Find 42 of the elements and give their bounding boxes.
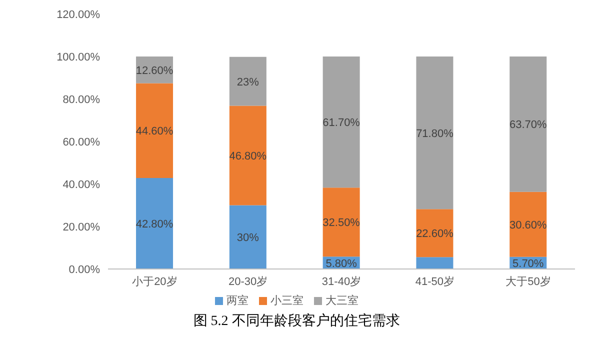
- legend-label: 大三室: [326, 295, 358, 307]
- bar: [510, 192, 547, 257]
- data-label: 30.60%: [509, 219, 547, 232]
- bar: [510, 56, 547, 192]
- data-label: 5.80%: [326, 258, 358, 270]
- y-tick-label: 60.00%: [62, 136, 100, 148]
- x-tick-label: 31-40岁: [322, 276, 362, 288]
- x-tick-label: 大于50岁: [506, 274, 551, 288]
- bar: [229, 106, 266, 206]
- bar: [229, 56, 266, 106]
- y-tick-label: 20.00%: [62, 221, 100, 234]
- x-tick-label: 41-50岁: [415, 276, 454, 288]
- bar: [136, 178, 174, 269]
- data-label: 23%: [236, 76, 260, 88]
- data-label: 71.80%: [416, 128, 454, 140]
- bar: [416, 56, 454, 210]
- bar: [416, 209, 454, 258]
- x-tick-label: 20-30岁: [228, 276, 268, 288]
- data-label: 12.60%: [136, 64, 174, 77]
- data-label: 44.60%: [136, 126, 174, 138]
- bar: [136, 83, 174, 178]
- data-label: 22.60%: [416, 228, 454, 240]
- y-tick-label: 80.00%: [62, 94, 100, 106]
- text: 图 5.2 不同年龄段客户的住宅需求: [192, 312, 401, 330]
- y-tick-label: 120.00%: [56, 8, 100, 21]
- data-label: 5.70%: [512, 258, 544, 270]
- legend-label: 两室: [226, 295, 248, 307]
- bar: [229, 205, 266, 269]
- data-label: 42.80%: [136, 218, 174, 231]
- y-tick-label: 40.00%: [62, 178, 100, 191]
- bar: [322, 56, 360, 188]
- data-label: 46.80%: [229, 150, 267, 163]
- legend-label: 小三室: [270, 295, 304, 307]
- bar: [322, 188, 360, 257]
- data-label: 30%: [236, 232, 260, 244]
- data-label: 63.70%: [509, 119, 547, 132]
- data-label: 61.70%: [322, 117, 360, 130]
- bar: [416, 257, 454, 269]
- y-tick-label: 0.00%: [68, 264, 100, 276]
- x-tick-label: 小于20岁: [132, 274, 178, 288]
- data-label: 32.50%: [322, 217, 360, 230]
- y-tick-label: 100.00%: [56, 51, 100, 64]
